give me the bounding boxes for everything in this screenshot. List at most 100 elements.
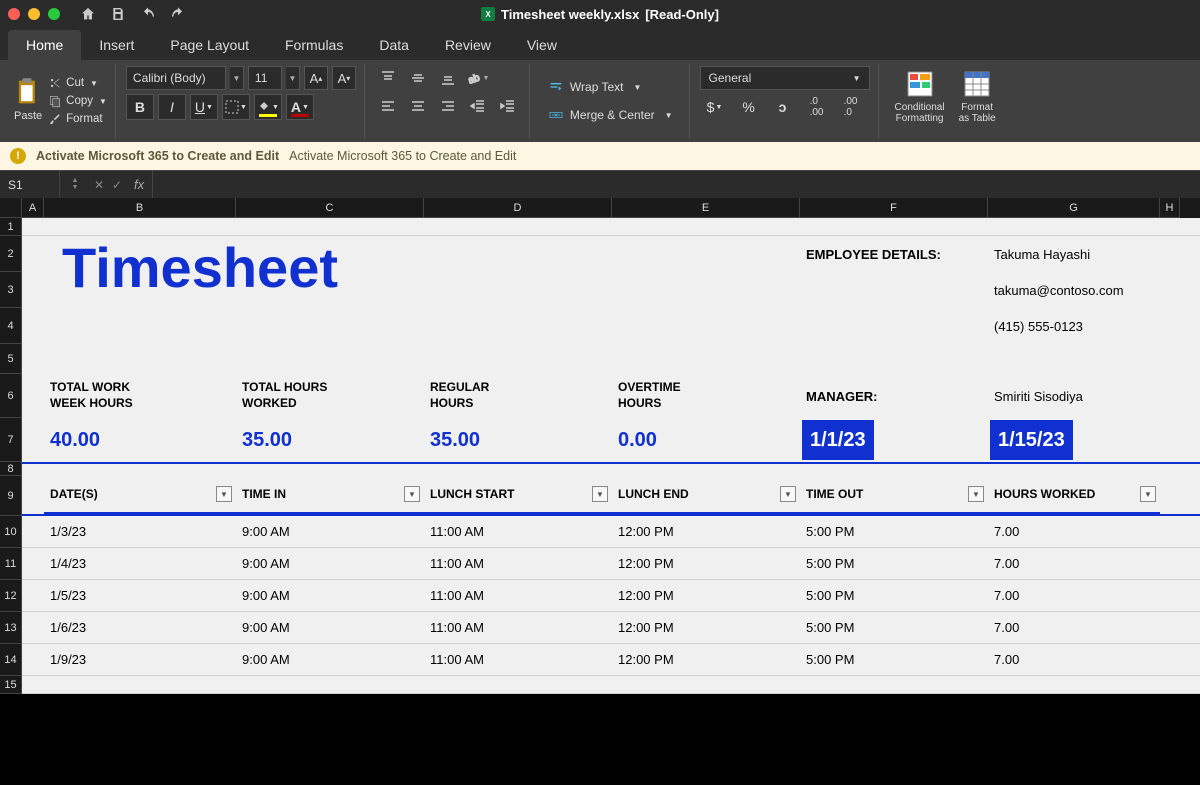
cut-button[interactable]: Cut▼	[48, 76, 107, 90]
border-button[interactable]: ▼	[222, 94, 250, 120]
row-header-2[interactable]: 2	[0, 236, 22, 272]
data-cell[interactable]: 11:00 AM	[424, 548, 612, 579]
cell[interactable]	[424, 218, 612, 235]
font-size-dropdown[interactable]: ▼	[286, 66, 300, 90]
data-cell[interactable]: 9:00 AM	[236, 548, 424, 579]
select-all-corner[interactable]	[0, 198, 22, 218]
row-header-12[interactable]: 12	[0, 580, 22, 612]
row-header-3[interactable]: 3	[0, 272, 22, 308]
row-header-1[interactable]: 1	[0, 218, 22, 236]
cell[interactable]	[988, 218, 1160, 235]
decrease-indent-button[interactable]	[465, 94, 491, 118]
data-cell[interactable]: 12:00 PM	[612, 548, 800, 579]
cell[interactable]	[424, 676, 612, 693]
row-header-15[interactable]: 15	[0, 676, 22, 694]
cell[interactable]	[988, 344, 1160, 374]
table-header[interactable]: LUNCH START▼	[424, 476, 612, 514]
data-cell[interactable]: 5:00 PM	[800, 580, 988, 611]
enter-formula-button[interactable]: ✓	[108, 176, 126, 194]
cell[interactable]	[236, 676, 424, 693]
fx-label[interactable]: fx	[126, 177, 152, 192]
col-header-A[interactable]: A	[22, 198, 44, 218]
cell[interactable]	[1160, 218, 1180, 235]
data-cell[interactable]: 7.00	[988, 516, 1160, 547]
cell[interactable]	[236, 218, 424, 235]
tab-home[interactable]: Home	[8, 30, 81, 60]
font-color-button[interactable]: A▼	[286, 94, 314, 120]
home-icon[interactable]	[80, 6, 96, 22]
tab-formulas[interactable]: Formulas	[267, 30, 361, 60]
data-cell[interactable]: 1/5/23	[44, 580, 236, 611]
cell[interactable]	[800, 676, 988, 693]
cells-area[interactable]: Timesheet EMPLOYEE DETAILS: Takuma Hayas…	[22, 218, 1200, 694]
redo-icon[interactable]	[170, 6, 186, 22]
font-name-dropdown[interactable]: ▼	[230, 66, 244, 90]
percent-button[interactable]: %	[734, 94, 764, 120]
increase-decimal-button[interactable]: .0.00	[802, 94, 832, 120]
filter-button[interactable]: ▼	[780, 486, 796, 502]
filter-button[interactable]: ▼	[592, 486, 608, 502]
filter-button[interactable]: ▼	[216, 486, 232, 502]
cell[interactable]	[612, 676, 800, 693]
col-header-E[interactable]: E	[612, 198, 800, 218]
row-header-14[interactable]: 14	[0, 644, 22, 676]
conditional-formatting-button[interactable]: ConditionalFormatting	[889, 66, 951, 136]
format-as-table-button[interactable]: Formatas Table	[953, 66, 1002, 136]
name-box[interactable]: S1	[0, 171, 60, 198]
data-cell[interactable]: 11:00 AM	[424, 644, 612, 675]
col-header-G[interactable]: G	[988, 198, 1160, 218]
row-header-8[interactable]: 8	[0, 462, 22, 476]
undo-icon[interactable]	[140, 6, 156, 22]
col-header-H[interactable]: H	[1160, 198, 1180, 218]
formula-input[interactable]	[152, 171, 1200, 198]
table-header[interactable]: TIME IN▼	[236, 476, 424, 514]
col-header-B[interactable]: B	[44, 198, 236, 218]
align-bottom-button[interactable]	[435, 66, 461, 90]
data-cell[interactable]: 11:00 AM	[424, 612, 612, 643]
wrap-text-button[interactable]: Wrap Text▼	[540, 75, 681, 99]
format-painter-button[interactable]: Format	[48, 112, 107, 126]
col-header-D[interactable]: D	[424, 198, 612, 218]
tab-review[interactable]: Review	[427, 30, 509, 60]
save-icon[interactable]	[110, 6, 126, 22]
data-cell[interactable]: 9:00 AM	[236, 580, 424, 611]
table-header[interactable]: TIME OUT▼	[800, 476, 988, 514]
minimize-window-button[interactable]	[28, 8, 40, 20]
data-cell[interactable]: 5:00 PM	[800, 516, 988, 547]
cell[interactable]	[44, 218, 236, 235]
data-cell[interactable]: 5:00 PM	[800, 548, 988, 579]
row-header-4[interactable]: 4	[0, 308, 22, 344]
data-cell[interactable]: 12:00 PM	[612, 612, 800, 643]
data-cell[interactable]: 5:00 PM	[800, 612, 988, 643]
filter-button[interactable]: ▼	[968, 486, 984, 502]
row-header-13[interactable]: 13	[0, 612, 22, 644]
cell[interactable]	[612, 344, 800, 374]
data-cell[interactable]: 7.00	[988, 548, 1160, 579]
align-top-button[interactable]	[375, 66, 401, 90]
increase-indent-button[interactable]	[495, 94, 521, 118]
cancel-formula-button[interactable]: ✕	[90, 176, 108, 194]
data-cell[interactable]: 11:00 AM	[424, 516, 612, 547]
align-middle-button[interactable]	[405, 66, 431, 90]
data-cell[interactable]: 7.00	[988, 612, 1160, 643]
cell[interactable]	[236, 344, 424, 374]
cell[interactable]	[988, 676, 1160, 693]
merge-center-button[interactable]: Merge & Center▼	[540, 103, 681, 127]
row-header-9[interactable]: 9	[0, 476, 22, 516]
cell[interactable]	[612, 218, 800, 235]
data-cell[interactable]: 1/6/23	[44, 612, 236, 643]
align-center-button[interactable]	[405, 94, 431, 118]
cell[interactable]	[1160, 344, 1180, 374]
col-header-F[interactable]: F	[800, 198, 988, 218]
data-cell[interactable]: 7.00	[988, 644, 1160, 675]
data-cell[interactable]: 9:00 AM	[236, 612, 424, 643]
underline-button[interactable]: U▼	[190, 94, 218, 120]
filter-button[interactable]: ▼	[1140, 486, 1156, 502]
data-cell[interactable]: 7.00	[988, 580, 1160, 611]
align-right-button[interactable]	[435, 94, 461, 118]
align-left-button[interactable]	[375, 94, 401, 118]
cell[interactable]	[44, 344, 236, 374]
cell[interactable]	[424, 344, 612, 374]
italic-button[interactable]: I	[158, 94, 186, 120]
data-cell[interactable]: 9:00 AM	[236, 644, 424, 675]
